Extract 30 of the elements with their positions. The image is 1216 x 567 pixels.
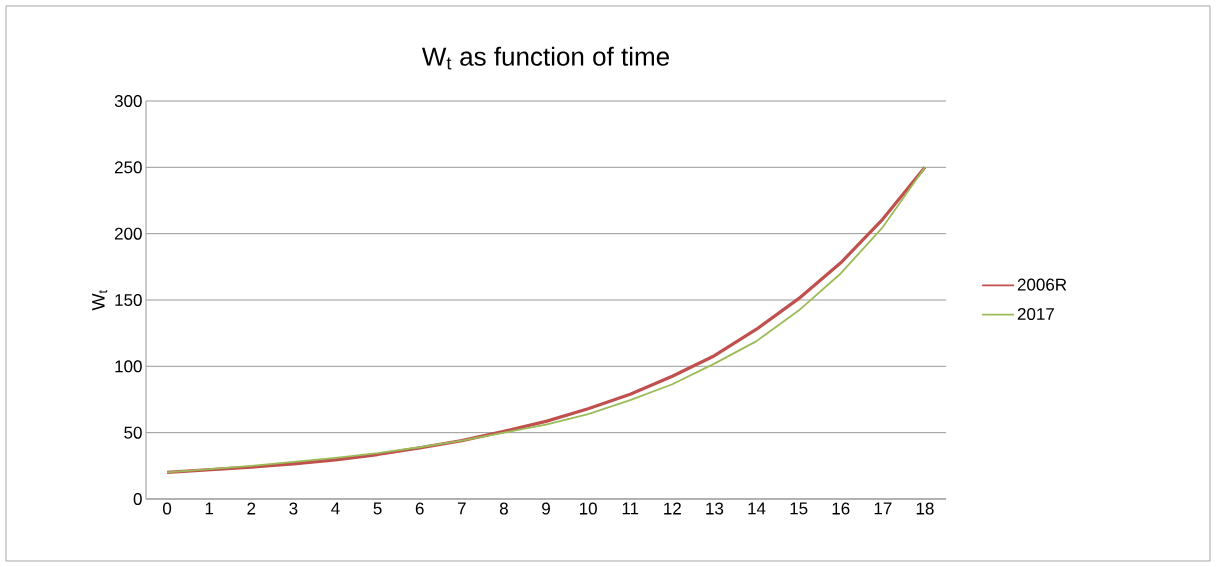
y-tick-label: 100 (115, 360, 142, 373)
y-axis-title: W$_{t}$ (92, 290, 108, 311)
legend-label: 2006R (1017, 278, 1067, 291)
x-tick-label: 16 (832, 502, 850, 515)
y-tick-label: 50 (124, 426, 142, 439)
chart-title: W$_{t}$ as function of time (421, 46, 669, 70)
x-tick-label: 8 (499, 502, 508, 515)
x-tick-label: 3 (289, 502, 298, 515)
x-tick-label: 11 (622, 502, 639, 515)
x-tick-label: 2 (247, 502, 256, 515)
y-tick-label: 200 (114, 227, 142, 240)
y-tick-label: 0 (133, 492, 142, 506)
x-tick-label: 18 (916, 502, 934, 515)
x-tick-label: 15 (790, 502, 808, 515)
x-tick-label: 13 (706, 502, 724, 515)
x-tick-label: 12 (664, 502, 681, 515)
x-tick-label: 4 (331, 502, 340, 515)
y-tick-label: 150 (115, 293, 142, 307)
y-tick-label: 250 (114, 161, 142, 174)
x-tick-label: 17 (874, 502, 892, 515)
x-tick-label: 6 (415, 502, 424, 515)
x-tick-label: 9 (542, 502, 550, 515)
x-tick-label: 0 (162, 502, 172, 515)
x-tick-label: 14 (748, 502, 766, 515)
x-tick-label: 7 (457, 502, 466, 515)
y-tick-label: 300 (114, 94, 142, 108)
x-tick-label: 1 (205, 502, 214, 515)
legend-label: 2017 (1017, 307, 1054, 321)
x-tick-label: 5 (373, 502, 382, 515)
x-tick-label: 10 (579, 502, 597, 515)
